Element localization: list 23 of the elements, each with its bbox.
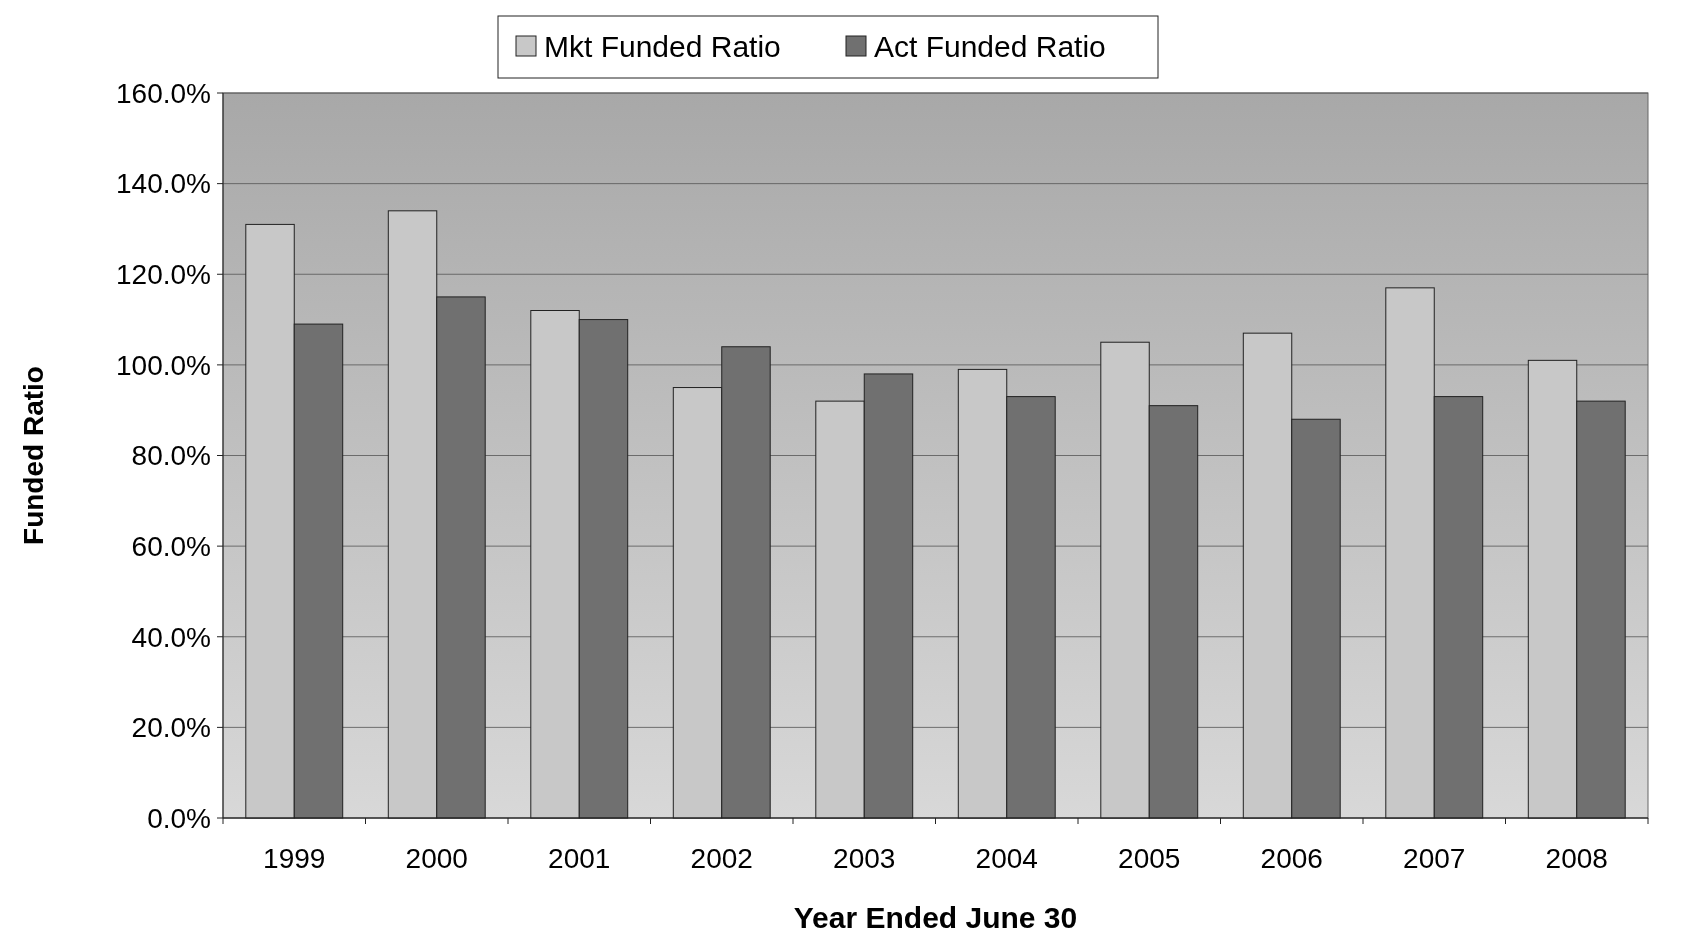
- y-tick-label: 140.0%: [116, 168, 211, 200]
- x-axis-title: Year Ended June 30: [793, 901, 1078, 934]
- legend-label: Act Funded Ratio: [874, 29, 1106, 63]
- x-tick-label: 2003: [833, 843, 896, 874]
- y-tick-label: 40.0%: [131, 621, 211, 653]
- y-axis-title: Funded Ratio: [18, 366, 49, 545]
- y-tick-label: 20.0%: [131, 712, 211, 744]
- y-tick-label: 100.0%: [116, 349, 211, 381]
- x-tick-label: 2008: [1545, 843, 1608, 874]
- x-tick-label: 2005: [1118, 843, 1181, 874]
- x-tick-label: 2004: [975, 843, 1038, 874]
- legend-label: Mkt Funded Ratio: [544, 29, 781, 63]
- x-tick-label: 1999: [263, 843, 326, 874]
- y-tick-label: 0.0%: [147, 802, 211, 834]
- x-tick-label: 2001: [548, 843, 611, 874]
- x-tick-label: 2007: [1403, 843, 1466, 874]
- y-tick-label: 160.0%: [116, 77, 211, 109]
- x-tick-label: 2002: [690, 843, 753, 874]
- x-tick-label: 2000: [405, 843, 468, 874]
- x-tick-label: 2006: [1260, 843, 1323, 874]
- y-tick-label: 80.0%: [131, 440, 211, 472]
- y-tick-label: 120.0%: [116, 259, 211, 291]
- y-tick-label: 60.0%: [131, 530, 211, 562]
